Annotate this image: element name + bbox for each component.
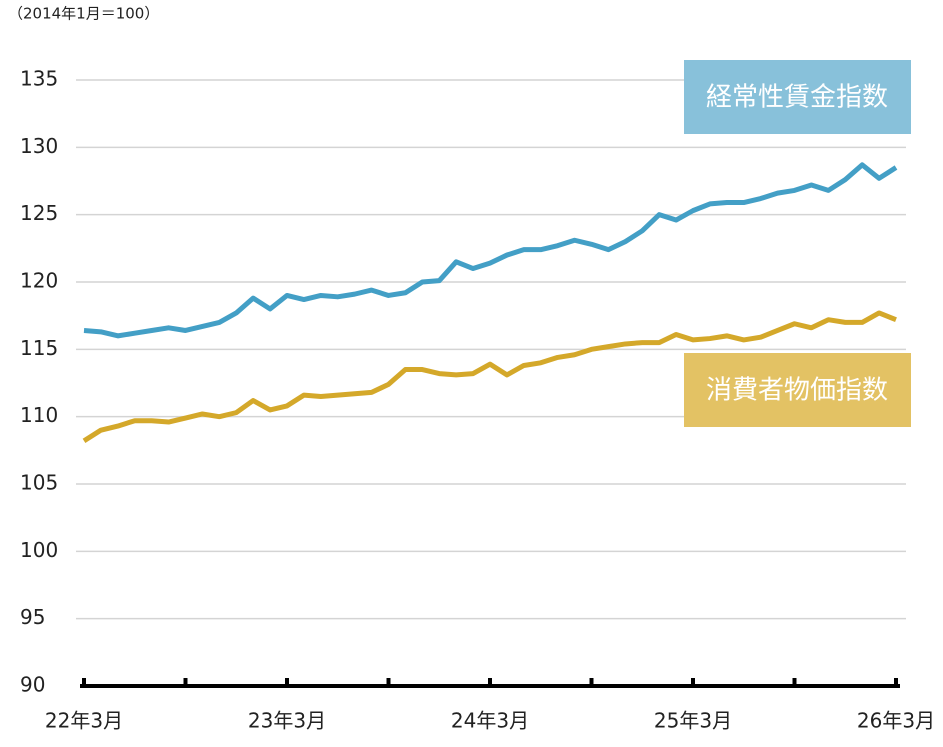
y-tick-label: 100 (20, 538, 58, 562)
y-tick-label: 130 (20, 134, 58, 158)
legend-box (684, 353, 911, 427)
legend-box (684, 60, 911, 134)
legend-label: 経常性賃金指数 (706, 83, 888, 113)
x-tick-label: 25年3月 (654, 709, 732, 733)
y-tick-label: 95 (20, 605, 45, 629)
y-tick-label: 115 (20, 336, 58, 360)
y-tick-label: 105 (20, 471, 58, 495)
chart-subtitle: （2014年1月＝100） (8, 5, 159, 23)
y-tick-label: 120 (20, 269, 58, 293)
series-line (83, 162, 898, 339)
series-line (82, 310, 897, 444)
y-tick-label: 90 (20, 673, 45, 697)
y-tick-label: 135 (20, 67, 58, 91)
x-tick-label: 22年3月 (45, 709, 123, 733)
legend-label: 消費者物価指数 (706, 376, 888, 406)
y-tick-label: 110 (20, 403, 58, 427)
x-tick-label: 24年3月 (451, 709, 529, 733)
x-tick-label: 26年3月 (857, 709, 935, 733)
x-tick-label: 23年3月 (248, 709, 326, 733)
y-tick-label: 125 (20, 201, 58, 225)
